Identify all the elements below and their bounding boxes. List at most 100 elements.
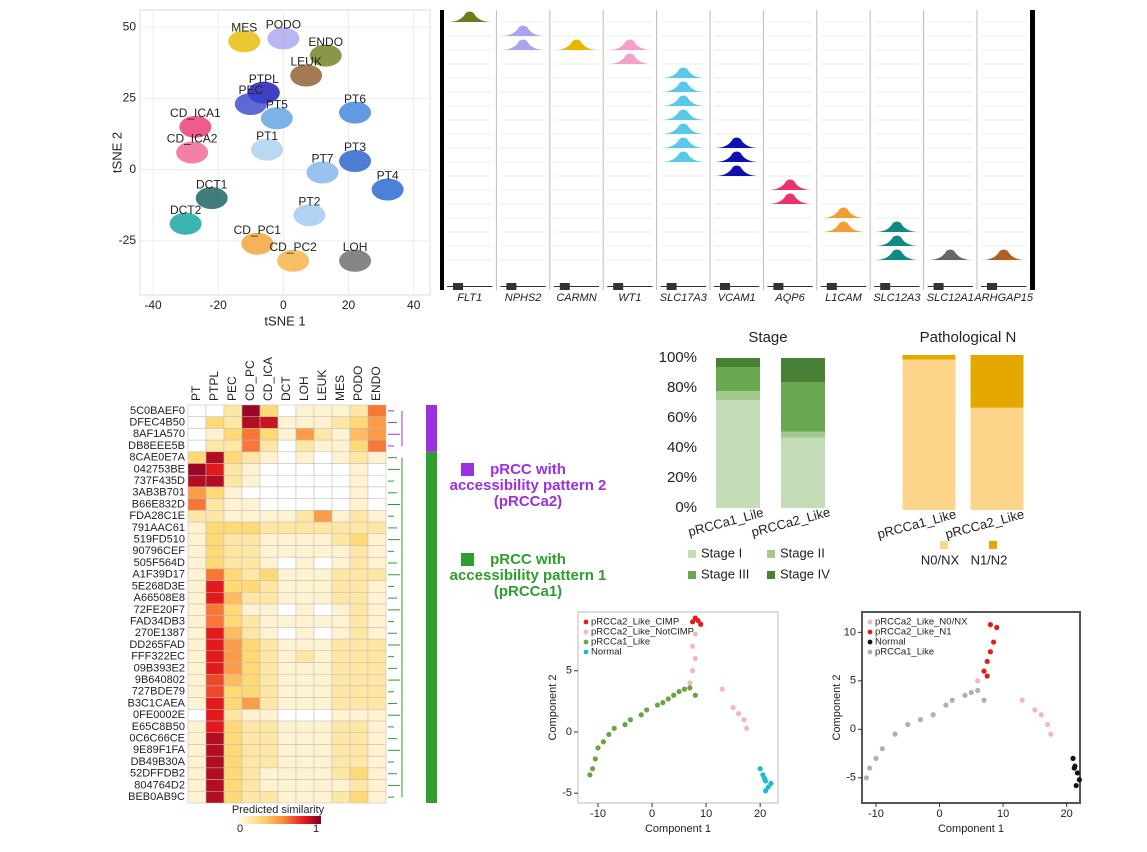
heat-cell [241, 451, 261, 464]
row-label: 09B393E2 [134, 662, 185, 674]
row-label: DB49B30A [131, 756, 186, 768]
data-point [863, 775, 870, 781]
row-label: DD265FAD [129, 639, 185, 651]
heat-cell [367, 615, 387, 628]
heat-cell [277, 498, 297, 511]
heat-cell [331, 592, 351, 605]
heat-cell [223, 615, 243, 628]
heat-cell [331, 498, 351, 511]
data-point [692, 655, 698, 662]
heat-cell [223, 556, 243, 570]
heat-cell [241, 709, 261, 722]
heat-cell [259, 615, 279, 628]
heat-cell [313, 498, 333, 511]
heat-cell [331, 615, 351, 628]
legend-label: pRCCa1_Like [875, 647, 934, 658]
track-peak [663, 95, 704, 106]
heat-cell [241, 533, 261, 546]
heat-cell [367, 521, 387, 535]
data-point [681, 686, 688, 692]
gene-label: WT1 [618, 292, 641, 304]
heat-cell [241, 439, 261, 453]
heat-cell [295, 510, 315, 523]
heat-cell [349, 755, 369, 769]
legend-marker [867, 639, 873, 645]
heat-cell [277, 650, 297, 663]
cluster-label: PT5 [266, 97, 288, 111]
heat-cell [349, 603, 369, 616]
cluster-label: ENDO [308, 35, 343, 49]
heat-cell [223, 767, 243, 780]
heat-cell [367, 592, 387, 605]
heat-cell [223, 451, 243, 464]
cluster-label: DCT1 [196, 177, 228, 191]
heat-cell [295, 474, 315, 488]
heat-cell [367, 451, 387, 464]
y-tick-label: 0 [566, 726, 572, 738]
heat-cell [223, 474, 243, 488]
heat-cell [187, 650, 207, 663]
legend-label: pRCCa2_Like_CIMP [591, 617, 679, 628]
track-peak [609, 39, 650, 50]
heat-cell [187, 685, 207, 698]
row-label: 505F564D [134, 557, 185, 569]
heat-cell [205, 568, 225, 581]
heat-cell [223, 498, 243, 511]
heat-cell [295, 592, 315, 605]
group-legend-label: accessibility pattern 1 [450, 567, 607, 584]
legend-label: Normal [875, 637, 906, 648]
data-point [660, 700, 666, 706]
bar-segment [902, 359, 956, 510]
heat-cell [241, 685, 261, 698]
heat-cell [277, 463, 297, 476]
heat-cell [331, 545, 351, 558]
data-point [606, 731, 612, 738]
heat-cell [367, 673, 387, 687]
heat-cell [295, 615, 315, 628]
colorbar-title: Predicted similarity [232, 804, 325, 816]
heat-cell [205, 439, 225, 453]
track-peak [503, 25, 544, 36]
heat-cell [367, 791, 387, 804]
gene-label: VCAM1 [718, 292, 756, 304]
heat-cell [277, 615, 297, 628]
heat-cell [259, 486, 279, 499]
heat-cell [223, 580, 243, 593]
heat-cell [367, 709, 387, 722]
heat-cell [187, 732, 207, 745]
heat-cell [187, 779, 207, 792]
heat-cell [259, 697, 279, 710]
heat-cell [367, 767, 387, 780]
heat-cell [295, 638, 315, 652]
cluster-label: PT2 [298, 194, 320, 208]
heat-cell [187, 767, 207, 780]
heat-cell [349, 510, 369, 523]
data-point [1076, 777, 1082, 783]
plot-frame [861, 611, 1081, 804]
y-tick-label: 5 [850, 675, 856, 687]
heat-cell [187, 498, 207, 511]
heat-cell [187, 545, 207, 558]
data-point [765, 784, 771, 790]
bar-segment [716, 367, 760, 391]
x-tick-label: -20 [210, 298, 228, 312]
heat-cell [241, 662, 261, 675]
heat-cell [277, 510, 297, 523]
heat-cell [205, 662, 225, 675]
heat-cell [223, 650, 243, 663]
data-point [622, 722, 628, 728]
group-bar [426, 451, 437, 803]
track-peak [663, 137, 704, 148]
heat-cell [313, 709, 333, 722]
heat-cell [205, 451, 225, 464]
heat-cell [295, 662, 315, 675]
heat-cell [259, 592, 279, 605]
cluster-label: CD_ICA2 [167, 132, 218, 146]
row-label: B66E832D [132, 498, 185, 510]
track-peak [770, 179, 811, 190]
track-edge [1030, 10, 1035, 290]
cluster-label: PTPL [249, 72, 279, 86]
heat-cell [331, 767, 351, 780]
heat-cell [259, 533, 279, 546]
heat-cell [223, 662, 243, 675]
